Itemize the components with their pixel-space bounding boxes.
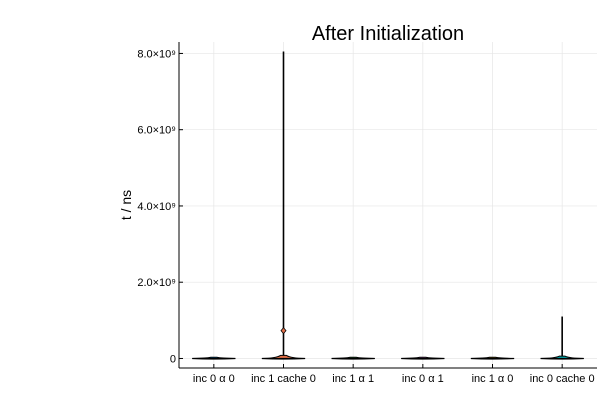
violin-4 (470, 356, 515, 360)
axes (178, 42, 597, 369)
y-axis-label: t / ns (118, 190, 134, 220)
y-tick-label: 0 (170, 353, 176, 365)
chart-title: After Initialization (312, 23, 464, 45)
x-tick-label: inc 0 cache 0 (530, 373, 595, 385)
x-tick-label: inc 1 α 0 (472, 373, 514, 385)
violins (192, 51, 584, 360)
x-tick-label: inc 0 α 0 (193, 373, 235, 385)
x-tick-label: inc 0 α 1 (402, 373, 444, 385)
x-tick-labels: inc 0 α 0 inc 1 cache 0 inc 1 α 1 inc 0 α 1… (193, 373, 595, 385)
violin-5 (540, 316, 584, 360)
y-tick-label: 2.0×10⁹ (137, 277, 176, 289)
x-tick-label: inc 1 α 1 (332, 373, 374, 385)
violin-1 (261, 51, 306, 360)
y-tick-labels: 0 2.0×10⁹ 4.0×10⁹ 6.0×10⁹ 8.0×10⁹ (137, 48, 176, 365)
violin-outlier (280, 327, 287, 335)
violin-2 (331, 356, 375, 360)
violin-3 (401, 356, 445, 360)
x-tick-label: inc 1 cache 0 (251, 373, 316, 385)
y-tick-label: 8.0×10⁹ (137, 48, 176, 60)
violin-0 (192, 356, 236, 360)
grid-lines (179, 42, 597, 368)
y-tick-label: 4.0×10⁹ (137, 201, 176, 213)
y-tick-label: 6.0×10⁹ (137, 125, 176, 137)
